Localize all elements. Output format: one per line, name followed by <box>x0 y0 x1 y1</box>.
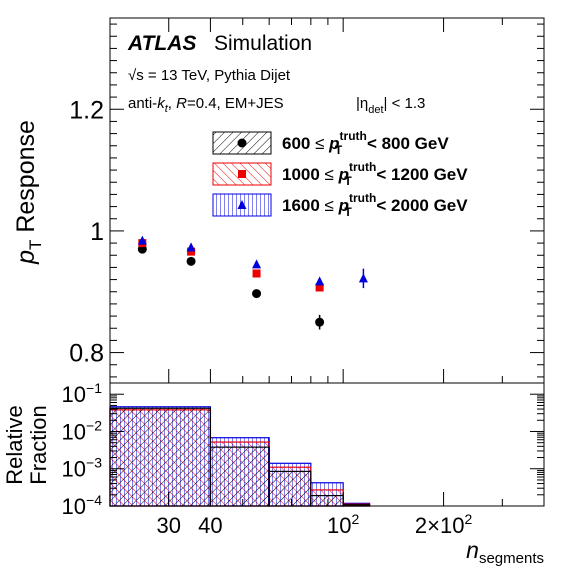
x-tick-label: 40 <box>198 513 222 538</box>
data-point-circle <box>186 256 196 266</box>
data-point-triangle <box>137 235 147 245</box>
data-point-square <box>315 283 324 292</box>
x-tick-label: 30 <box>156 513 180 538</box>
legend: 600 ≤ ptruth T < 800 GeV 1000 ≤ ptruth T < … <box>212 129 468 219</box>
data-point-triangle <box>252 259 262 269</box>
data-point-triangle <box>186 242 196 252</box>
upper-y-axis: 0.8 1 1.2 <box>69 23 544 378</box>
x-axis-label: nsegments <box>466 537 544 567</box>
lower-y-axis-label-line1: Relative <box>2 405 27 484</box>
upper-x-axis <box>109 18 545 383</box>
data-point-square <box>252 269 261 278</box>
lower-y-axis-label-line2: Fraction <box>26 405 51 484</box>
upper-data-points <box>137 235 368 330</box>
lower-x-axis: 30 40 102 2×102 <box>109 492 545 538</box>
legend-marker-circle <box>237 138 247 148</box>
simulation-label: Simulation <box>214 32 312 55</box>
upper-y-axis-label: pT Response <box>12 120 45 265</box>
upper-panel: 0.8 1 1.2 pT Response ATLAS Simulation √s … <box>12 17 545 384</box>
relative-fraction-histograms <box>109 406 371 507</box>
energy-sample-label: √s = 13 TeV, Pythia Dijet <box>128 67 291 84</box>
histogram-bin <box>310 495 344 507</box>
lower-y-tick-label: 10−4 <box>62 492 103 519</box>
lower-y-tick-label: 10−2 <box>62 417 103 444</box>
histogram-bin <box>109 407 212 507</box>
x-tick-label: 102 <box>327 511 359 538</box>
lower-panel: 10−4 10−3 10−2 10−1 30 40 102 2×102 Relative F… <box>2 380 545 567</box>
lower-y-tick-label: 10−1 <box>62 380 103 407</box>
annotation-block: ATLAS Simulation √s = 13 TeV, Pythia Dij… <box>127 32 425 116</box>
legend-label: 1600 ≤ ptruth T < 2000 GeV <box>282 191 468 219</box>
legend-label: 600 ≤ ptruth T < 800 GeV <box>282 129 449 157</box>
atlas-label: ATLAS <box>127 32 196 55</box>
jet-definition-label: anti-kt, R=0.4, EM+JES <box>128 95 284 115</box>
upper-y-tick-label: 1.2 <box>69 96 104 124</box>
histogram-bin <box>268 470 312 507</box>
data-point-circle <box>252 289 262 299</box>
upper-y-tick-label: 0.8 <box>69 340 104 368</box>
data-point-triangle <box>315 276 325 286</box>
eta-region-label: |ηdet| < 1.3 <box>356 95 425 116</box>
lower-y-tick-label: 10−3 <box>62 455 103 482</box>
data-point-circle <box>315 317 325 327</box>
legend-marker-square <box>238 170 246 178</box>
data-point-square <box>187 247 196 256</box>
upper-y-tick-label: 1 <box>90 218 104 246</box>
legend-label: 1000 ≤ ptruth T < 1200 GeV <box>282 160 468 188</box>
x-tick-label: 2×102 <box>415 511 473 538</box>
lower-y-axis: 10−4 10−3 10−2 10−1 <box>62 380 544 519</box>
data-point-triangle <box>358 273 368 283</box>
histogram-bin <box>209 446 270 507</box>
lower-plot-frame <box>109 382 545 507</box>
legend-marker-triangle <box>237 200 247 209</box>
